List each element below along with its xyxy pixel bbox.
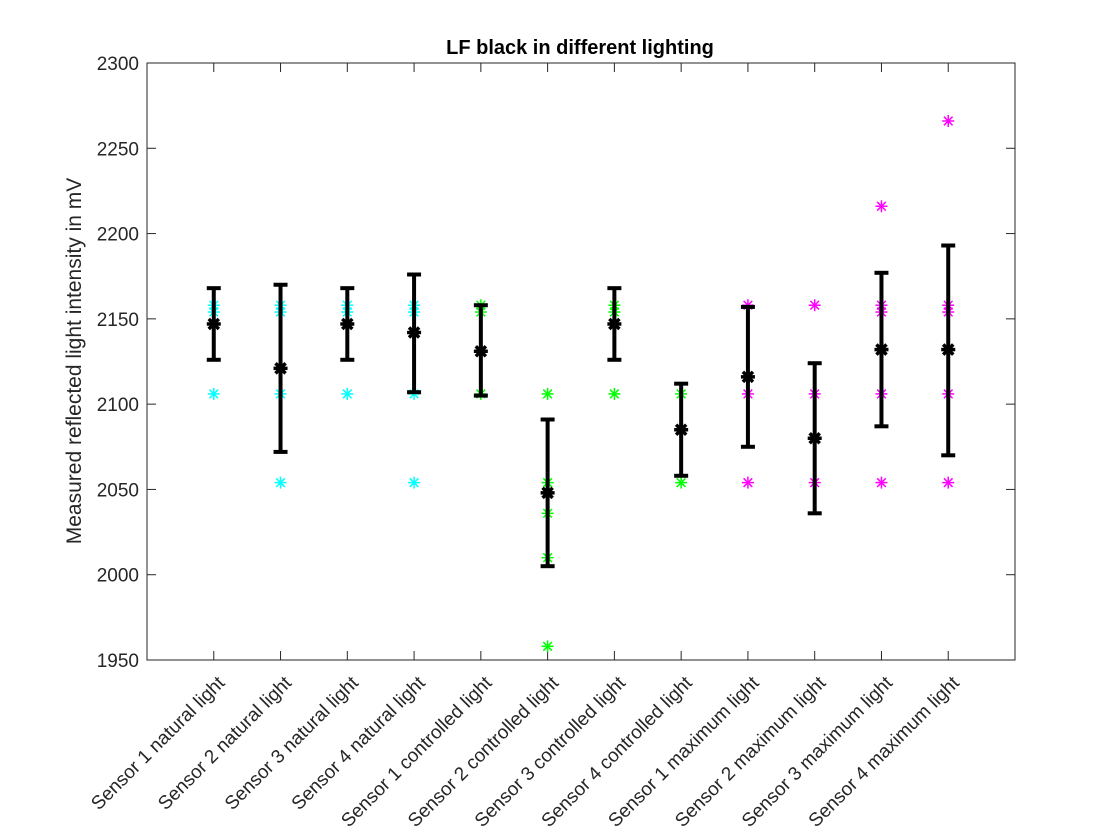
y-axis-label: Measured reflected light intensity in mV [63,178,86,545]
y-tick-label: 2200 [97,225,139,246]
mean-marker [273,361,288,376]
data-point [875,476,888,489]
mean-marker [941,342,956,357]
mean-marker [674,422,689,437]
mean-marker [607,316,622,331]
mean-marker [407,325,422,340]
mean-marker [874,342,889,357]
y-tick-label: 1950 [97,651,139,672]
data-point [808,299,821,312]
data-point [942,476,955,489]
data-point [341,387,354,400]
data-point [608,387,621,400]
data-point [541,640,554,653]
data-point [541,387,554,400]
data-point [408,476,421,489]
y-axis-ticks: 1950 2000 2050 2100 2150 2200 2250 2300 [97,54,1015,672]
error-bars [206,243,956,569]
data-point [675,476,688,489]
y-tick-label: 2250 [97,139,139,160]
mean-marker [206,316,221,331]
y-tick-label: 2100 [97,395,139,416]
chart-title: LF black in different lighting [446,37,714,59]
data-point [942,114,955,127]
mean-marker [540,485,555,500]
mean-marker [807,431,822,446]
y-tick-label: 2300 [97,54,139,75]
mean-marker [340,316,355,331]
data-point [274,476,287,489]
mean-marker [740,369,755,384]
data-point [875,200,888,213]
mean-marker [473,344,488,359]
y-tick-label: 2150 [97,310,139,331]
plot-frame [146,62,1016,661]
data-point [741,476,754,489]
y-tick-label: 2050 [97,480,139,501]
y-tick-label: 2000 [97,566,139,587]
plot-area [147,63,1015,660]
data-point [207,387,220,400]
